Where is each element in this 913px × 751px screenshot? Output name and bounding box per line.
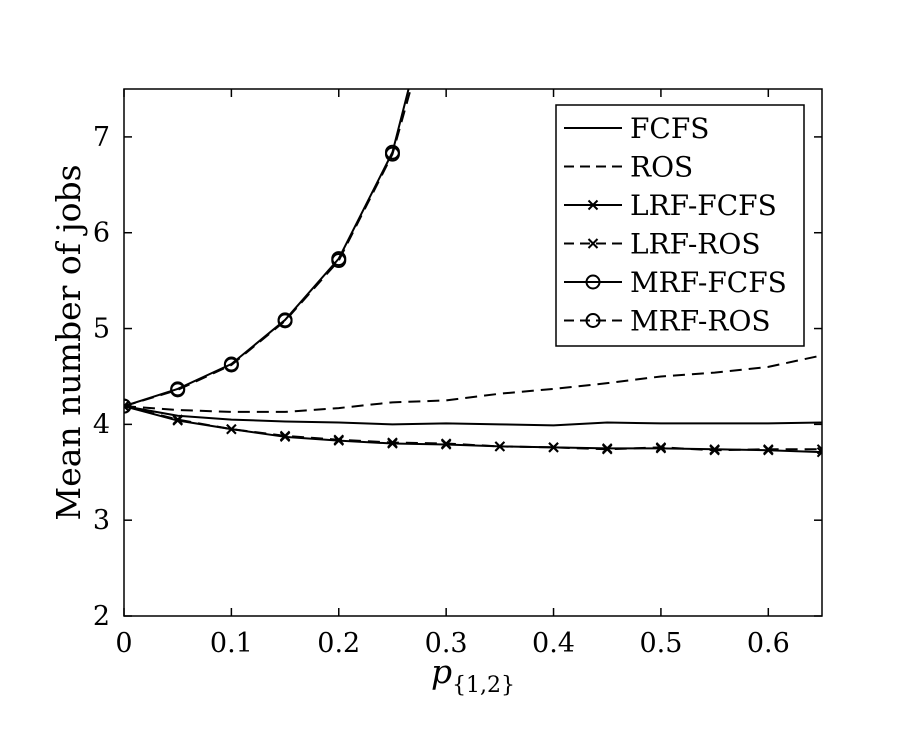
series-line-ros	[124, 354, 822, 413]
series-lrf-ros-point	[655, 442, 667, 453]
series-line-lrf-ros	[124, 405, 822, 452]
x-tick-label: 0	[115, 628, 132, 659]
series-lrf-ros-point	[124, 400, 130, 412]
legend-box	[555, 104, 805, 347]
series-mrf-ros-point	[223, 357, 239, 373]
legend-item-ros: ROS	[564, 151, 693, 184]
series-mrf-ros	[124, 89, 412, 414]
series-lrf-ros-point	[172, 414, 183, 425]
y-axis-label: Mean number of jobs	[49, 164, 88, 520]
series-lrf-ros-point	[494, 441, 506, 452]
series-lrf-ros-point	[763, 444, 774, 455]
legend-item-fcfs: FCFS	[564, 112, 709, 145]
plot-area-frame	[123, 88, 823, 617]
series-lrf-ros-point	[816, 444, 822, 455]
x-tick-label: 0.1	[210, 628, 253, 659]
legend-label: ROS	[630, 151, 693, 184]
series-lrf-ros-point	[226, 423, 237, 435]
legend-label: MRF-FCFS	[630, 266, 787, 299]
series-mrf-ros-point	[331, 253, 347, 269]
y-tick-label: 7	[93, 122, 110, 153]
legend-mrf-ros-point	[585, 313, 601, 328]
series-lrf-ros-point	[548, 442, 559, 453]
y-tick-label: 2	[93, 601, 110, 632]
series-mrf-fcfs	[124, 89, 410, 414]
series-lrf-ros	[124, 400, 822, 456]
x-axis-label: p{1,2}	[431, 652, 515, 698]
series-lrf-ros-point	[709, 445, 720, 456]
legend-lrf-ros-point	[587, 238, 599, 249]
series-lrf-ros-point	[333, 434, 344, 445]
legend-label: FCFS	[630, 112, 709, 145]
series-mrf-ros-point	[170, 382, 186, 398]
legend-label: LRF-FCFS	[630, 189, 777, 222]
x-tick-label: 0.5	[639, 628, 682, 659]
series-mrf-ros-point	[124, 398, 132, 414]
legend-mrf-fcfs-point	[585, 274, 601, 290]
legend-label: MRF-ROS	[630, 305, 771, 338]
series-fcfs	[124, 405, 822, 427]
legend-lrf-fcfs-point	[587, 199, 599, 211]
series-lrf-ros-point	[387, 437, 398, 448]
x-axis-label-main: p	[431, 652, 452, 691]
axis-ticks: 0 0.1 0.2 0.3 0.4 0.5 0.6 2 3 4 5 6 7	[93, 89, 822, 659]
legend-label: LRF-ROS	[630, 228, 761, 261]
y-tick-label: 6	[93, 218, 110, 249]
series-ros	[124, 354, 822, 413]
legend-item-mrf-fcfs: MRF-FCFS	[564, 266, 787, 299]
x-tick-label: 0.6	[747, 628, 790, 659]
series-mrf-ros-point	[277, 313, 293, 329]
series-layer	[124, 89, 822, 458]
series-line-mrf-ros	[124, 89, 412, 408]
series-lrf-fcfs	[124, 400, 822, 458]
y-tick-label: 5	[93, 314, 110, 345]
series-mrf-ros-point	[384, 146, 400, 162]
series-lrf-ros-point	[279, 430, 291, 442]
legend-item-lrf-ros: LRF-ROS	[564, 228, 761, 261]
x-tick-label: 0.2	[317, 628, 360, 659]
series-lrf-ros-point	[602, 444, 613, 455]
x-tick-label: 0.4	[532, 628, 575, 659]
legend-item-mrf-ros: MRF-ROS	[564, 305, 771, 338]
legend-item-lrf-fcfs: LRF-FCFS	[564, 189, 777, 222]
y-tick-label: 4	[93, 409, 110, 440]
legend: FCFS ROS LRF-FCFS LRF-ROS MRF-FCFS MRF-ROS	[555, 104, 805, 347]
series-line-mrf-fcfs	[124, 89, 410, 408]
series-lrf-ros-point	[440, 438, 452, 449]
y-tick-label: 3	[93, 505, 110, 536]
series-line-fcfs	[124, 405, 822, 427]
x-tick-label: 0.3	[425, 628, 468, 659]
x-axis-label-subscript: {1,2}	[452, 673, 515, 698]
series-lrf-fcfs-point	[816, 446, 822, 458]
